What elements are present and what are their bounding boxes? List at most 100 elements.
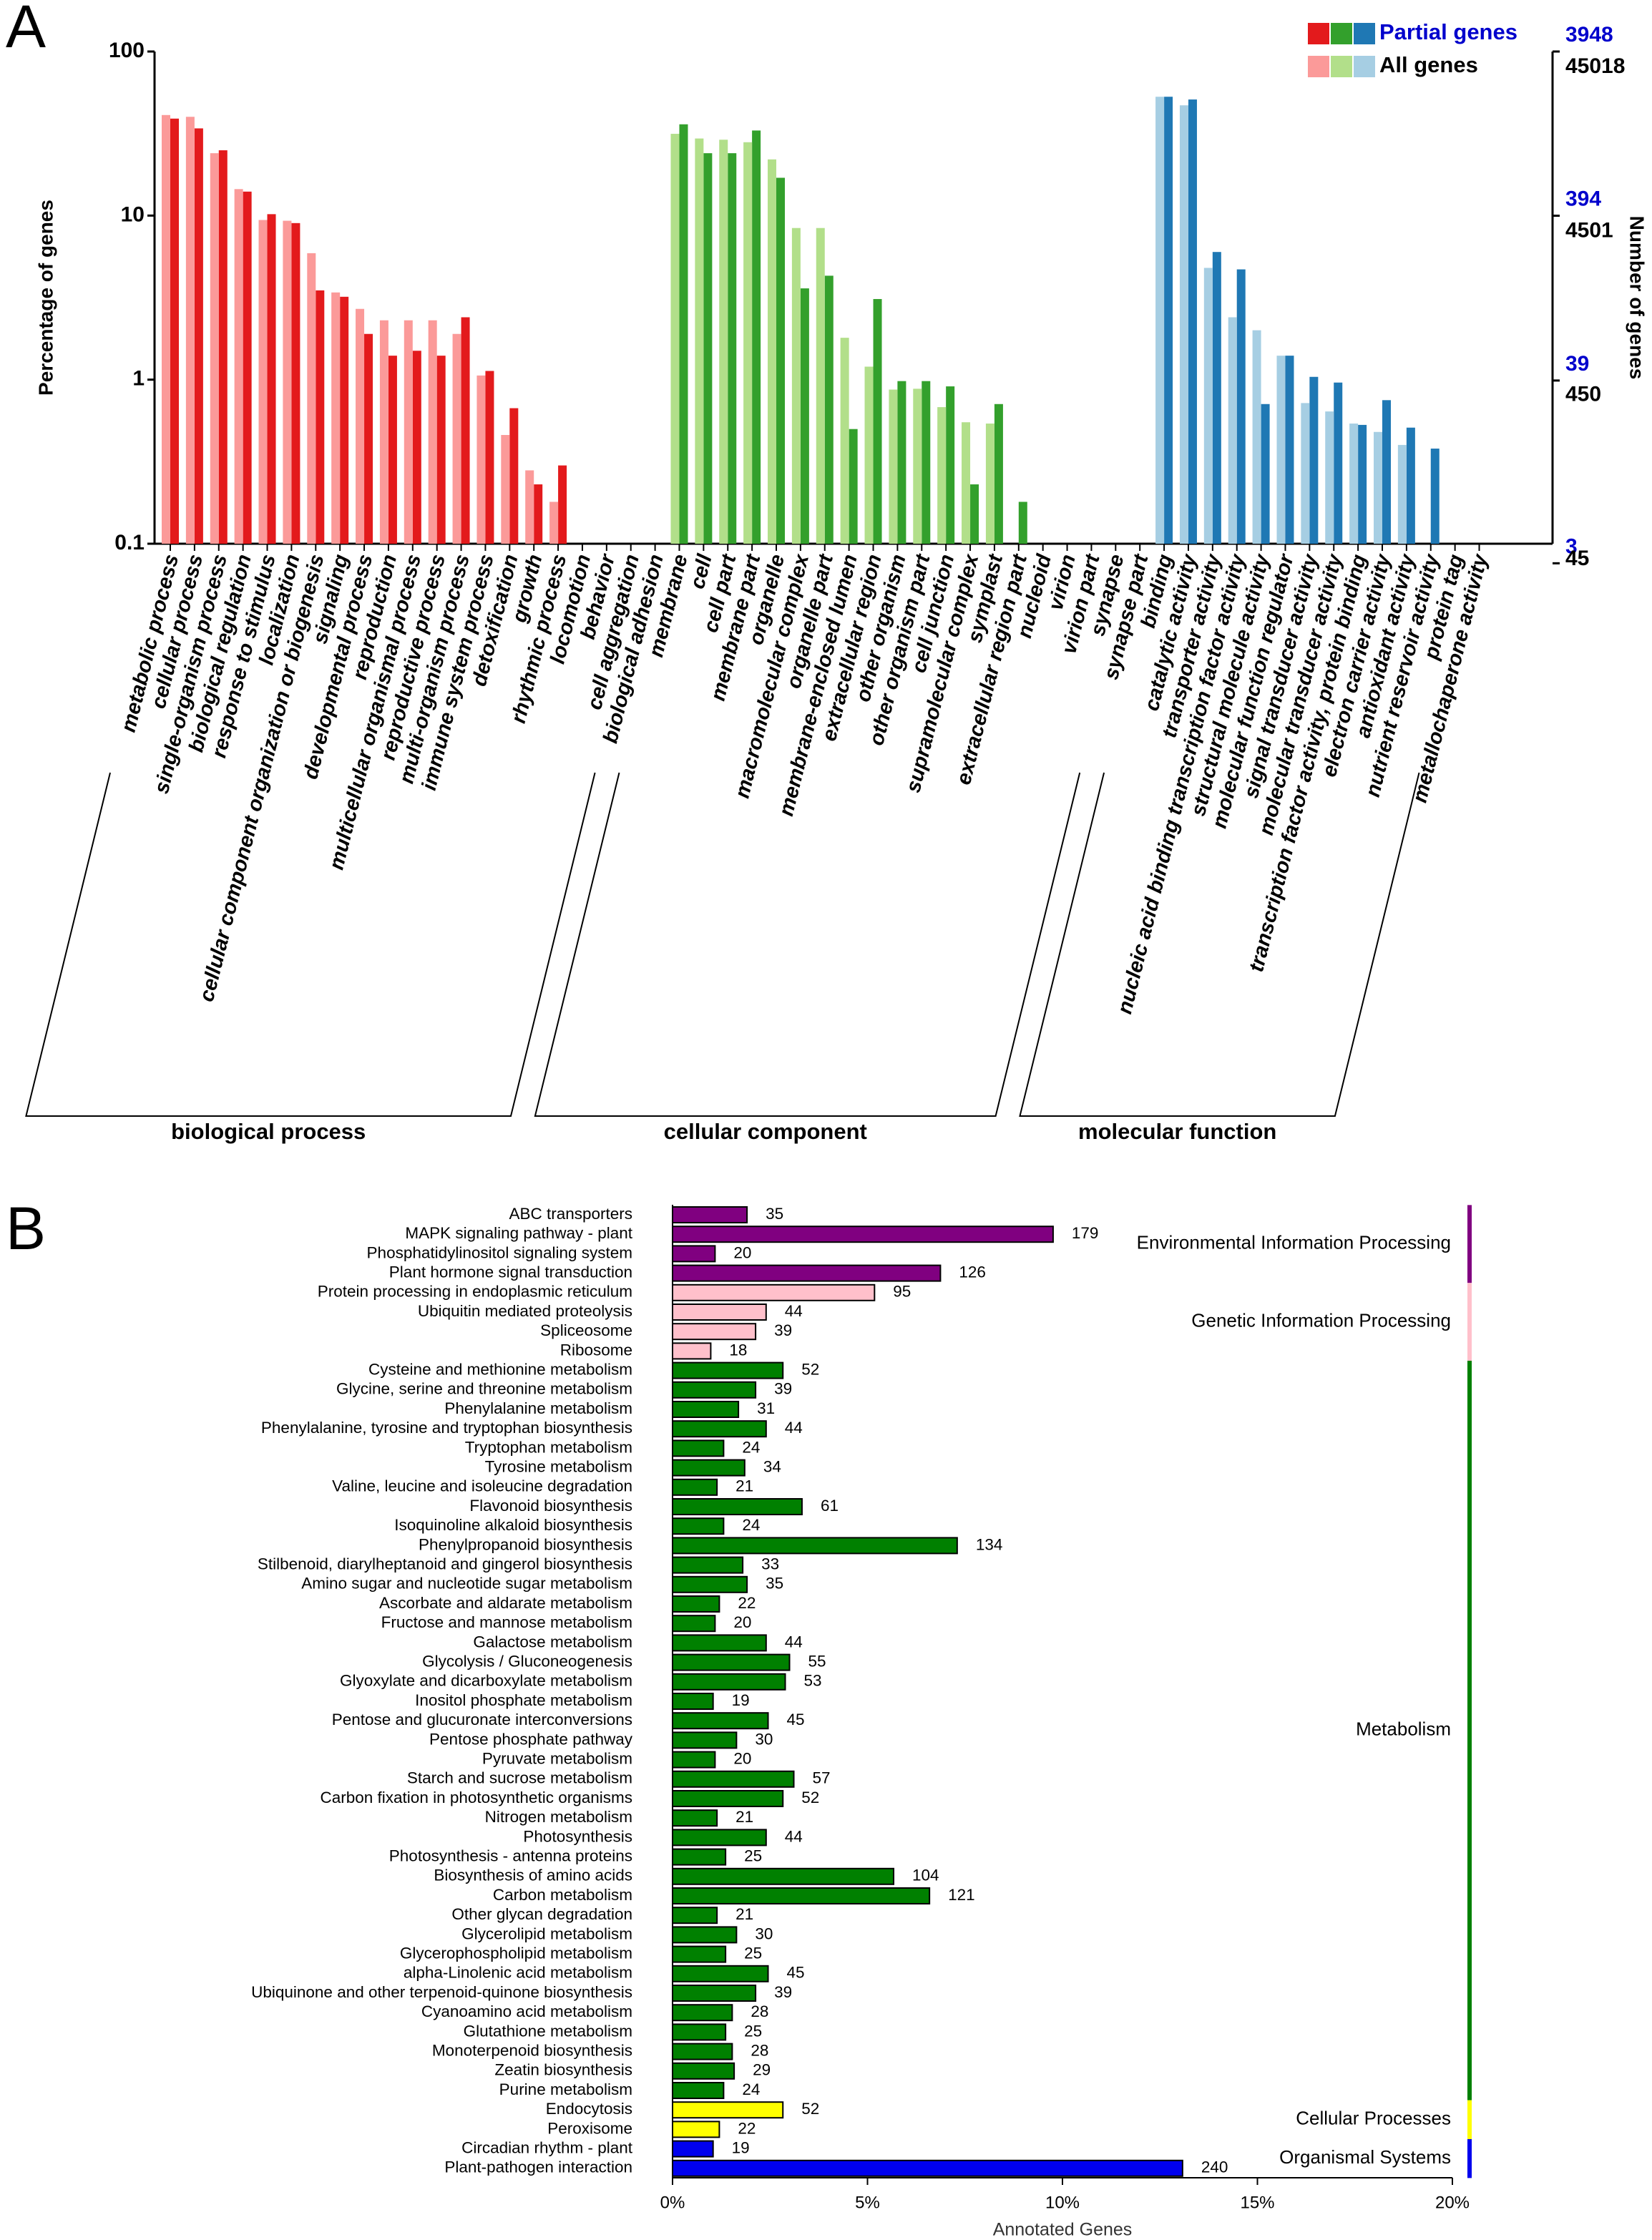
bar <box>672 1517 725 1535</box>
count-label: 30 <box>755 1730 773 1748</box>
category-label: Photosynthesis - antenna proteins <box>389 1847 632 1865</box>
bar <box>162 114 170 544</box>
bar <box>897 381 906 544</box>
bar <box>501 435 510 544</box>
bar <box>672 1323 757 1341</box>
count-label: 61 <box>821 1497 839 1515</box>
count-label: 20 <box>733 1613 751 1631</box>
category-label: Spliceosome <box>540 1321 632 1339</box>
bar <box>873 298 882 544</box>
count-label: 35 <box>766 1205 783 1223</box>
category-label: Glyoxylate and dicarboxylate metabolism <box>340 1672 632 1690</box>
bar <box>1236 269 1246 544</box>
bar <box>672 1575 748 1593</box>
bar <box>218 150 228 544</box>
bar <box>672 1809 718 1827</box>
bar <box>1203 268 1213 544</box>
bar <box>672 1478 718 1496</box>
y2-tick-label: 394 <box>1565 187 1601 210</box>
bar <box>946 386 955 544</box>
bar <box>1349 424 1359 544</box>
count-label: 28 <box>751 2002 768 2020</box>
legend-swatch <box>1354 23 1375 44</box>
category-label: Other glycan degradation <box>451 1905 632 1923</box>
category-label: Phenylpropanoid biosynthesis <box>419 1535 632 1553</box>
bar <box>428 320 437 544</box>
bar <box>937 407 947 544</box>
category-label: Galactose metabolism <box>473 1633 632 1650</box>
count-label: 21 <box>735 1477 753 1495</box>
bar <box>672 2043 733 2060</box>
group-label: biological process <box>171 1119 366 1144</box>
legend-swatch <box>1331 56 1352 77</box>
count-label: 44 <box>785 1827 803 1845</box>
count-label: 19 <box>732 2139 750 2157</box>
group-label: molecular function <box>1078 1119 1276 1144</box>
bar <box>1309 376 1319 544</box>
legend-label: All genes <box>1379 52 1478 77</box>
bar <box>1164 97 1173 544</box>
category-label: Cysteine and methionine metabolism <box>368 1361 632 1379</box>
y-tick-label: 100 <box>109 39 145 62</box>
bar <box>728 153 737 544</box>
category-label: Cyanoamino acid metabolism <box>421 2002 632 2020</box>
group-label: cellular component <box>664 1119 867 1144</box>
category-label: Plant hormone signal transduction <box>389 1263 632 1281</box>
bar <box>672 1634 767 1652</box>
y-tick-label: 0.1 <box>114 531 145 554</box>
y2-tick-label: 3948 <box>1565 23 1613 47</box>
category-label: Plant-pathogen interaction <box>444 2158 632 2176</box>
bar <box>994 404 1003 544</box>
group-label: Genetic Information Processing <box>1191 1309 1451 1331</box>
count-label: 28 <box>751 2042 768 2060</box>
count-label: 44 <box>785 1419 803 1437</box>
group-label: Metabolism <box>1356 1718 1451 1740</box>
bar <box>307 253 316 544</box>
count-label: 22 <box>738 2119 756 2137</box>
count-label: 45 <box>787 1964 805 1982</box>
bar <box>672 1653 791 1671</box>
bar <box>170 118 179 544</box>
count-label: 20 <box>733 1243 751 1261</box>
bar <box>1325 411 1334 544</box>
category-label: Glutathione metabolism <box>464 2022 632 2040</box>
bar <box>719 140 728 544</box>
bar <box>356 308 365 544</box>
category-label: Purine metabolism <box>499 2080 632 2098</box>
bar <box>485 371 494 544</box>
count-label: 44 <box>785 1302 803 1320</box>
bar <box>672 1401 740 1418</box>
bar <box>840 338 849 544</box>
count-label: 20 <box>733 1750 751 1768</box>
category-label: Stilbenoid, diarylheptanoid and gingerol… <box>258 1555 632 1573</box>
category-label: Inositol phosphate metabolism <box>415 1691 632 1709</box>
bar <box>1406 427 1415 544</box>
y2-tick-label: 39 <box>1565 352 1589 376</box>
bar <box>672 1537 958 1555</box>
count-label: 95 <box>893 1283 911 1301</box>
bar <box>1430 449 1440 544</box>
bar <box>791 228 801 544</box>
bar <box>379 320 388 544</box>
bar <box>672 1498 803 1515</box>
bar <box>672 1965 769 1982</box>
category-label: Ubiquinone and other terpenoid-quinone b… <box>251 1983 632 2001</box>
bar <box>1228 317 1237 544</box>
bar <box>549 502 559 544</box>
bar <box>672 1264 942 1282</box>
category-label: Glycine, serine and threonine metabolism <box>336 1380 632 1398</box>
bar <box>672 1226 1054 1243</box>
count-label: 39 <box>774 1321 792 1339</box>
bar <box>436 356 446 544</box>
bar <box>1179 105 1188 544</box>
legend-label: Partial genes <box>1379 19 1517 44</box>
bar <box>1382 400 1391 544</box>
group-bracket <box>534 772 1081 1117</box>
category-label: Glycolysis / Gluconeogenesis <box>422 1653 632 1671</box>
bar <box>1261 404 1270 544</box>
group-bracket <box>1019 772 1420 1117</box>
bar <box>672 1361 784 1379</box>
count-label: 121 <box>948 1886 975 1904</box>
x-axis-label: Annotated Genes <box>993 2220 1133 2240</box>
